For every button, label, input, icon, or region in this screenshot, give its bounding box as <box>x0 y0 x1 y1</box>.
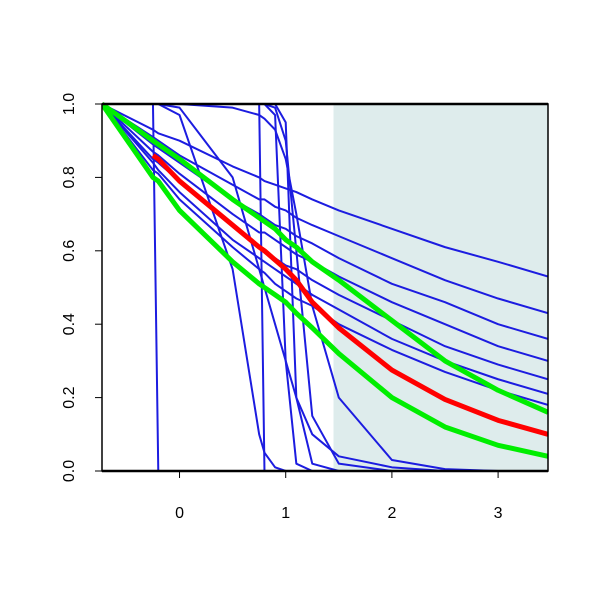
y-tick-label: 0.8 <box>61 166 78 188</box>
curve <box>102 103 548 406</box>
highlight-line <box>102 101 548 415</box>
x-tick-label: 2 <box>387 505 396 522</box>
x-tick-label: 3 <box>494 505 503 522</box>
x-tick-label: 1 <box>281 505 290 522</box>
shaded-region <box>333 104 548 471</box>
highlight-line <box>151 153 548 437</box>
y-tick-label: 0.4 <box>61 313 78 335</box>
curve <box>102 103 548 472</box>
y-tick-label: 0.6 <box>61 240 78 262</box>
y-tick-label: 0.2 <box>61 386 78 408</box>
y-tick-label: 0.0 <box>61 460 78 482</box>
highlight-line <box>102 102 548 459</box>
y-tick-label: 1.0 <box>61 93 78 115</box>
curve <box>102 103 548 278</box>
curve <box>102 103 548 315</box>
x-tick-label: 0 <box>175 505 184 522</box>
curve <box>102 103 548 395</box>
